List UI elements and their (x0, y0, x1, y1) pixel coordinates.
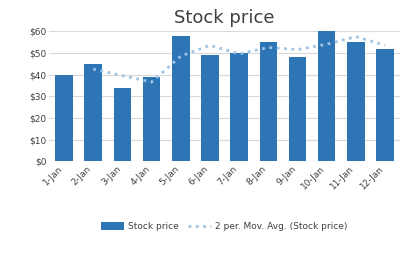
2 per. Mov. Avg. (Stock price) (178, 55, 183, 58)
2 per. Mov. Avg. (Stock price) (353, 35, 358, 38)
2 per. Mov. Avg. (Stock price) (120, 74, 125, 77)
Bar (260, 42, 277, 161)
Bar (230, 53, 248, 161)
2 per. Mov. Avg. (Stock price) (236, 53, 241, 56)
Bar (114, 88, 131, 161)
Title: Stock price: Stock price (174, 9, 275, 27)
Legend: Stock price, 2 per. Mov. Avg. (Stock price): Stock price, 2 per. Mov. Avg. (Stock pri… (98, 218, 351, 235)
Bar (172, 36, 190, 161)
2 per. Mov. Avg. (Stock price) (324, 43, 329, 46)
2 per. Mov. Avg. (Stock price) (266, 46, 271, 49)
Bar (84, 64, 102, 161)
2 per. Mov. Avg. (Stock price) (383, 44, 388, 47)
2 per. Mov. Avg. (Stock price) (208, 44, 213, 47)
Bar (347, 42, 365, 161)
Bar (55, 75, 73, 161)
Bar (376, 49, 394, 161)
Bar (201, 55, 219, 161)
2 per. Mov. Avg. (Stock price) (149, 81, 154, 84)
2 per. Mov. Avg. (Stock price) (295, 48, 300, 51)
Line: 2 per. Mov. Avg. (Stock price): 2 per. Mov. Avg. (Stock price) (93, 37, 385, 82)
2 per. Mov. Avg. (Stock price) (91, 68, 96, 71)
Bar (318, 31, 335, 161)
Bar (143, 77, 160, 161)
Bar (289, 57, 306, 161)
